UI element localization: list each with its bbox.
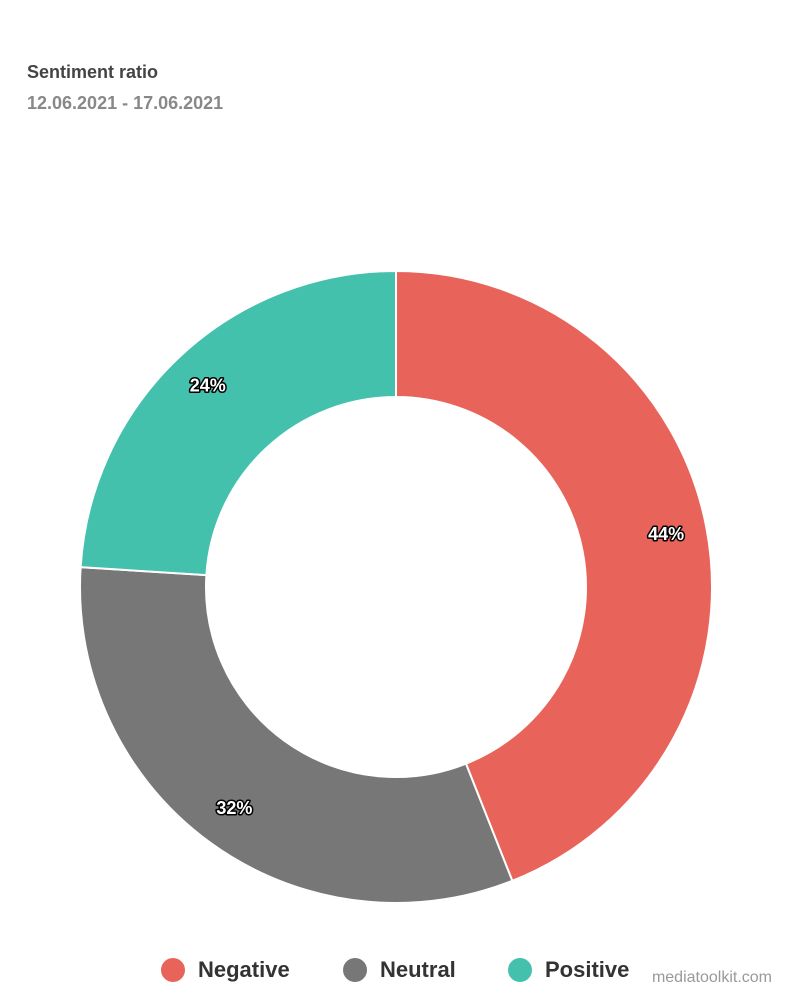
legend-marker [343,958,367,982]
legend-label: Positive [545,957,629,982]
legend-marker [508,958,532,982]
data-label: 32% [216,798,252,818]
slice [79,269,397,577]
legend-marker [161,958,185,982]
legend-label: Neutral [380,957,456,982]
chart-title: Sentiment ratio [27,62,158,82]
slice [395,269,713,883]
data-label: 24% [190,375,226,395]
slice [79,566,514,904]
chart-subtitle: 12.06.2021 - 17.06.2021 [27,93,223,113]
data-label: 44% [648,524,684,544]
credit: mediatoolkit.com [652,969,772,986]
legend-label: Negative [198,957,290,982]
